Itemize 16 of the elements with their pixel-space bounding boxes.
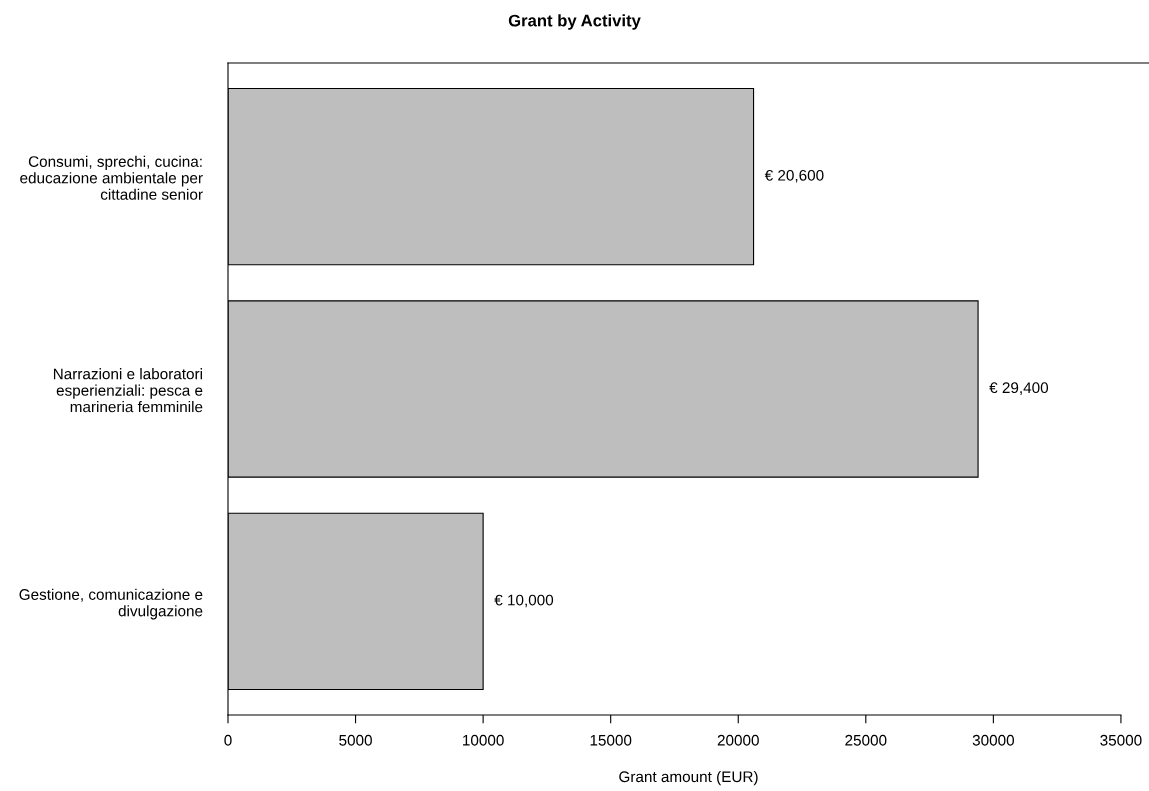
x-axis-title: Grant amount (EUR) (619, 770, 758, 786)
x-tick-label: 5000 (339, 734, 372, 746)
chart-title: Grant by Activity (508, 14, 641, 30)
x-tick-label: 25000 (845, 734, 887, 746)
x-tick-label: 35000 (1100, 734, 1142, 746)
y-tick-label: Consumi, sprechi, cucina: educazione ambientale per cittadine senior (20, 155, 203, 200)
x-tick-label: 10000 (463, 734, 504, 746)
x-tick-label: 20000 (717, 734, 759, 746)
y-tick-label: Gestione, comunicazione e divulgazione (19, 588, 203, 620)
y-tick-label: Narrazioni e laboratori esperienziali: pesca e marineria femminile (53, 368, 203, 413)
x-tick-label: 15000 (590, 734, 632, 746)
x-tick-label: 30000 (972, 734, 1015, 746)
data-label: € 20,600 (764, 169, 824, 183)
data-label: € 29,400 (989, 382, 1049, 395)
data-label: € 10,000 (494, 594, 554, 608)
x-tick-label: 0 (224, 734, 232, 746)
